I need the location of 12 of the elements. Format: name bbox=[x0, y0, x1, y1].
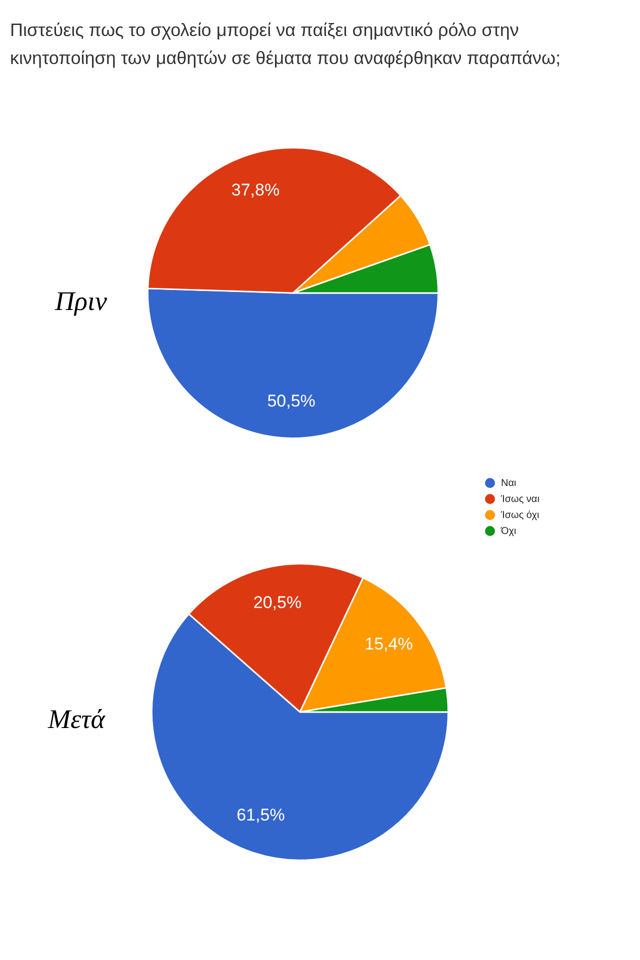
chart-title: Πιστεύεις πως το σχολείο μπορεί να παίξει σημαντικό ρόλο στην κινητοποίηση των μαθητών σε θέματα που αναφέρθηκαν παραπάνω; bbox=[10, 19, 562, 70]
text: Πριν bbox=[55, 286, 107, 317]
text: Μετά bbox=[48, 704, 105, 735]
data-label: 20,5% bbox=[253, 592, 302, 612]
data-label: 50,5% bbox=[267, 392, 316, 411]
data-label: 37,8% bbox=[231, 180, 280, 200]
legend-label: Ίσως όχι bbox=[501, 510, 540, 520]
legend-label: Όχι bbox=[501, 526, 516, 536]
data-label: 61,5% bbox=[236, 806, 285, 825]
legend-label: Ναι bbox=[501, 478, 516, 488]
data-label: 15,4% bbox=[364, 634, 413, 654]
legend-label: Ίσως ναι bbox=[501, 494, 540, 504]
